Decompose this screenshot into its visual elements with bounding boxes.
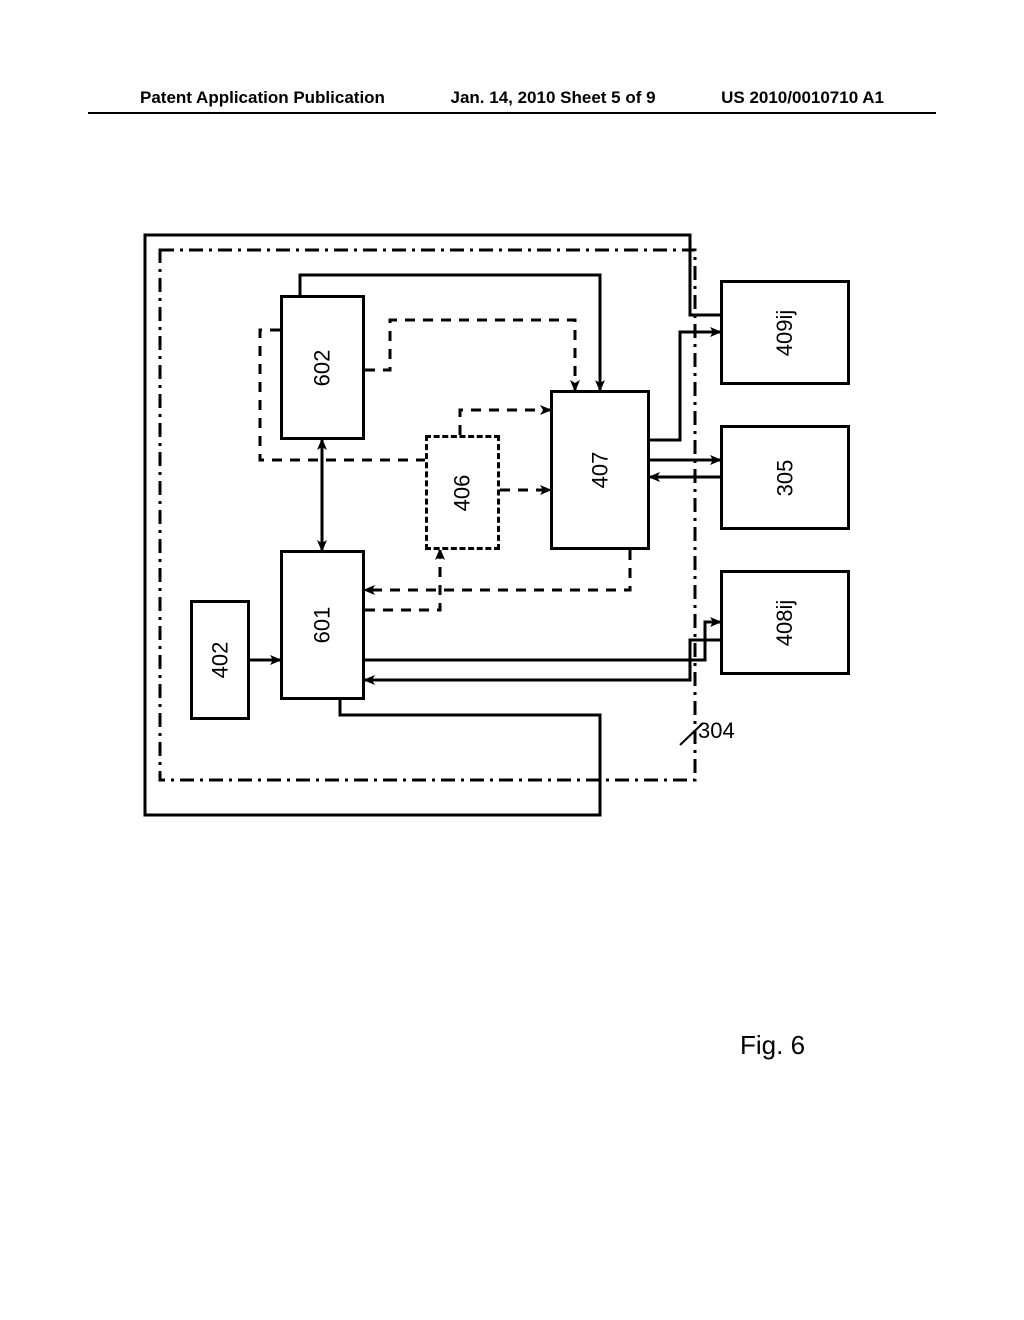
block-407: 407	[550, 390, 650, 550]
block-label: 601	[310, 607, 336, 644]
block-602: 602	[280, 295, 365, 440]
header-rule	[88, 112, 936, 114]
block-label: 407	[587, 452, 613, 489]
block-406: 406	[425, 435, 500, 550]
block-label: 406	[450, 474, 476, 511]
block-label: 602	[310, 349, 336, 386]
block-label: 408ij	[772, 599, 798, 645]
block-409ij: 409ij	[720, 280, 850, 385]
figure-caption: Fig. 6	[740, 1030, 805, 1061]
container-ref-label: 304	[698, 718, 735, 744]
header-center: Jan. 14, 2010 Sheet 5 of 9	[451, 88, 656, 108]
block-label: 305	[772, 459, 798, 496]
figure-area: 409ij 305 408ij 407 406 602 601 402 304 Fig. 6	[180, 260, 880, 1060]
header-right: US 2010/0010710 A1	[721, 88, 884, 108]
block-408ij: 408ij	[720, 570, 850, 675]
page-header: Patent Application Publication Jan. 14, …	[0, 88, 1024, 108]
block-label: 409ij	[772, 309, 798, 355]
block-601: 601	[280, 550, 365, 700]
block-305: 305	[720, 425, 850, 530]
header-left: Patent Application Publication	[140, 88, 385, 108]
block-402: 402	[190, 600, 250, 720]
block-label: 402	[207, 642, 233, 679]
